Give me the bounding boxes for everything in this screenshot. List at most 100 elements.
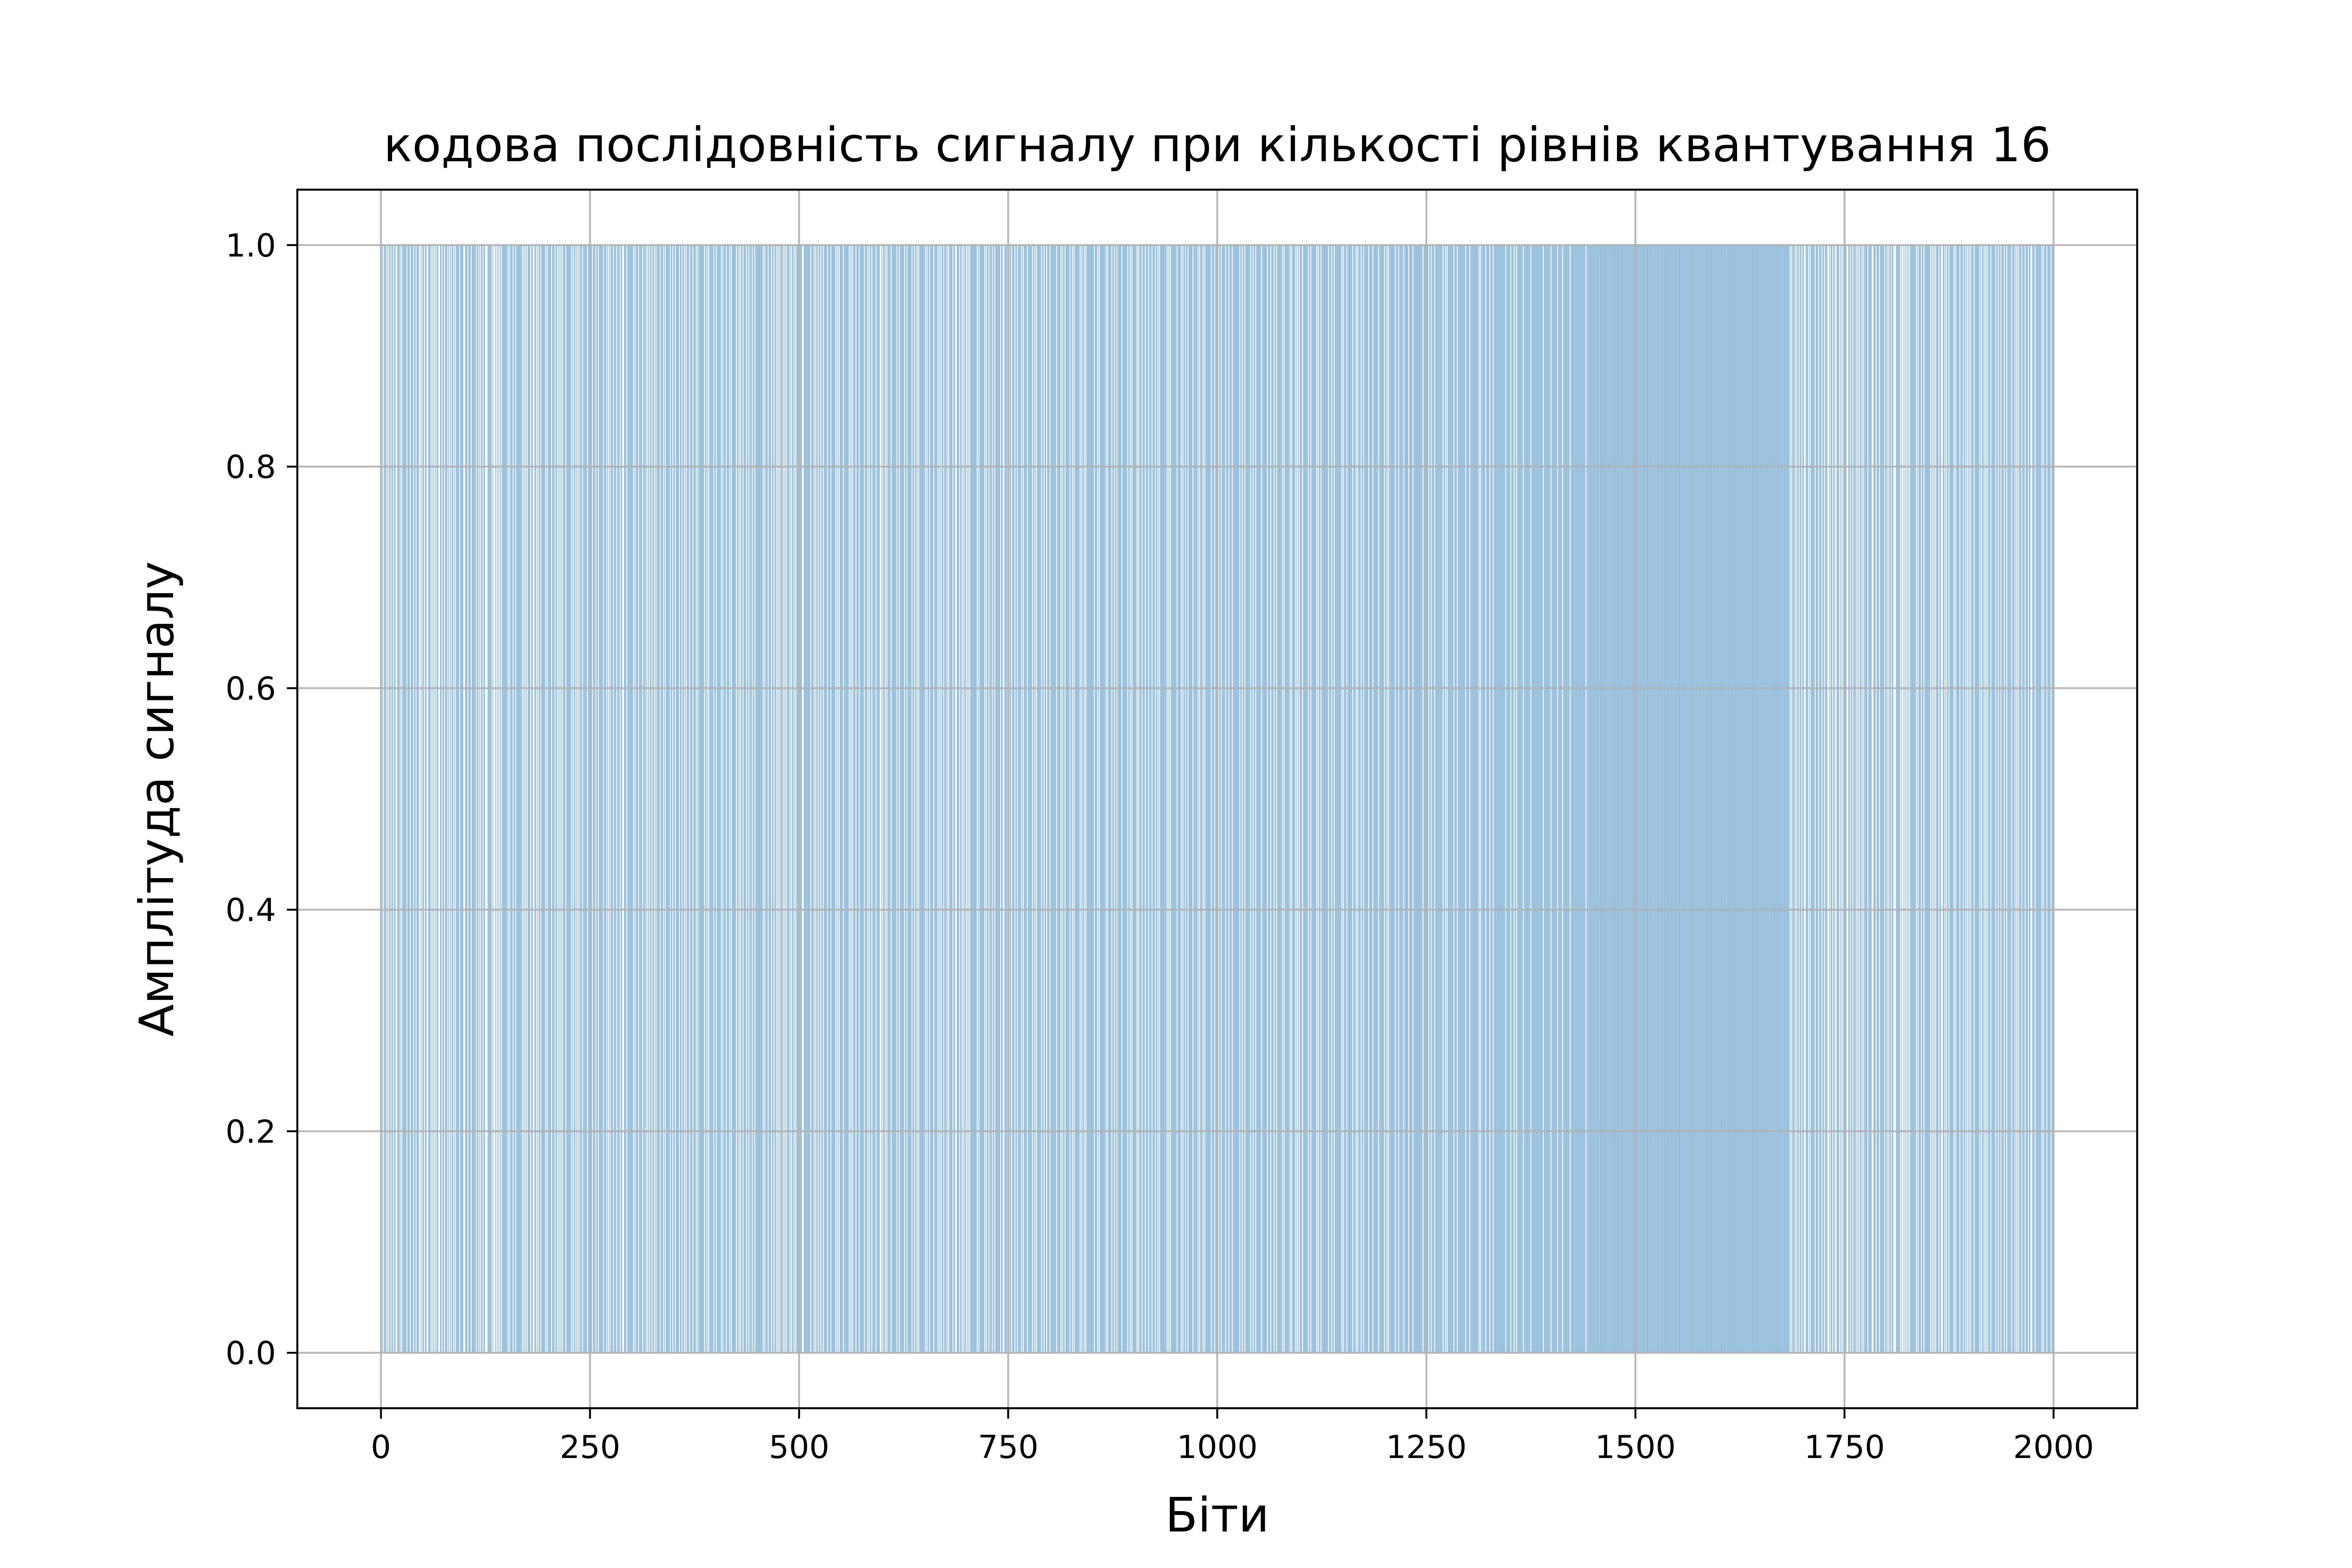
bit-bar xyxy=(1883,245,1884,1353)
bit-bar xyxy=(671,245,672,1353)
bit-bar xyxy=(1400,245,1401,1353)
bit-bar xyxy=(1864,245,1865,1353)
bit-bar xyxy=(1237,245,1238,1353)
bit-bar xyxy=(1670,245,1671,1353)
bit-bar xyxy=(1292,245,1293,1353)
bit-bar xyxy=(1757,245,1758,1353)
bit-bar xyxy=(879,245,880,1353)
bit-bar xyxy=(1260,245,1261,1353)
bit-bar xyxy=(409,245,410,1353)
bit-bar xyxy=(1869,245,1870,1353)
bit-bar xyxy=(624,245,625,1353)
bit-bar xyxy=(1986,245,1987,1353)
bit-bar xyxy=(1358,245,1359,1353)
bit-bar xyxy=(544,245,545,1353)
bit-bar xyxy=(766,245,767,1353)
y-tick-label: 0.6 xyxy=(225,670,276,707)
bit-bar xyxy=(531,245,532,1353)
bit-bar xyxy=(1120,245,1121,1353)
bit-bar xyxy=(1920,245,1921,1353)
bit-bar xyxy=(1571,245,1572,1353)
bit-bar xyxy=(1775,245,1776,1353)
bit-bar xyxy=(520,245,521,1353)
bit-bar xyxy=(1545,245,1546,1353)
bit-bar xyxy=(901,245,902,1353)
bit-bar xyxy=(579,245,580,1353)
bit-bar xyxy=(1175,245,1176,1353)
bit-bar xyxy=(1096,245,1097,1353)
bit-bar xyxy=(1708,245,1709,1353)
bit-bar xyxy=(1807,245,1808,1353)
bit-bar xyxy=(1856,245,1857,1353)
bit-bar xyxy=(821,245,822,1353)
bit-bar xyxy=(1593,245,1594,1353)
bit-bar xyxy=(1202,245,1203,1353)
bit-bar xyxy=(1247,245,1248,1353)
bit-bar xyxy=(1083,245,1084,1353)
bit-bar xyxy=(1061,245,1062,1353)
bit-bar xyxy=(1833,245,1834,1353)
bit-bar xyxy=(657,245,658,1353)
bit-bar xyxy=(1651,245,1652,1353)
bit-bar xyxy=(576,245,577,1353)
bit-bar xyxy=(1949,245,1950,1353)
bars-layer xyxy=(380,245,2053,1353)
x-axis-ticks: 0 250 500 750 1000 1250 1500 1750 2000 xyxy=(371,1408,2094,1466)
bit-bar xyxy=(694,245,695,1353)
bit-bar xyxy=(2029,245,2030,1353)
bit-bar xyxy=(1755,245,1756,1353)
bit-bar xyxy=(1118,245,1119,1353)
bit-bar xyxy=(936,245,937,1353)
bit-bar xyxy=(832,245,833,1353)
bit-bar xyxy=(719,245,720,1353)
bit-bar xyxy=(833,245,834,1353)
bit-bar xyxy=(1088,245,1089,1353)
bit-bar xyxy=(1158,245,1159,1353)
bit-bar xyxy=(1499,245,1500,1353)
bit-bar xyxy=(1476,245,1477,1353)
bit-bar xyxy=(510,245,511,1353)
bit-bar xyxy=(1625,245,1626,1353)
bit-bar xyxy=(1694,245,1695,1353)
bit-bar xyxy=(1521,245,1522,1353)
bit-bar xyxy=(1802,245,1803,1353)
bit-bar xyxy=(1467,245,1468,1353)
bit-bar xyxy=(834,245,835,1353)
bit-bar xyxy=(1535,245,1536,1353)
bit-bar xyxy=(1266,245,1267,1353)
bit-bar xyxy=(487,245,488,1353)
bit-bar xyxy=(1618,245,1619,1353)
bit-bar xyxy=(1179,245,1180,1353)
bit-bar xyxy=(1592,245,1593,1353)
bit-bar xyxy=(801,245,802,1353)
bit-bar xyxy=(500,245,501,1353)
bit-bar xyxy=(1763,245,1764,1353)
bit-bar xyxy=(1822,245,1823,1353)
bit-bar xyxy=(2019,245,2020,1353)
bit-bar xyxy=(1313,245,1314,1353)
bit-bar xyxy=(614,245,615,1353)
bit-bar xyxy=(462,245,463,1353)
bit-bar xyxy=(1710,245,1711,1353)
bit-bar xyxy=(612,245,613,1353)
bit-bar xyxy=(863,245,864,1353)
bit-bar xyxy=(695,245,696,1353)
bit-bar xyxy=(1301,245,1302,1353)
bit-bar xyxy=(1901,245,1902,1353)
bit-bar xyxy=(806,245,807,1353)
bit-bar xyxy=(1697,245,1698,1353)
bit-bar xyxy=(1338,245,1339,1353)
bit-bar xyxy=(1672,245,1673,1353)
y-tick-label: 0.2 xyxy=(225,1113,276,1150)
bit-bar xyxy=(1874,245,1875,1353)
bit-bar xyxy=(995,245,996,1353)
bit-bar xyxy=(1538,245,1539,1353)
bit-bar xyxy=(2048,245,2049,1353)
bit-bar xyxy=(718,245,719,1353)
bit-bar xyxy=(981,245,982,1353)
bit-bar xyxy=(1627,245,1628,1353)
bit-bar xyxy=(1410,245,1411,1353)
bit-bar xyxy=(1224,245,1225,1353)
bit-bar xyxy=(1340,245,1341,1353)
bit-bar xyxy=(889,245,890,1353)
